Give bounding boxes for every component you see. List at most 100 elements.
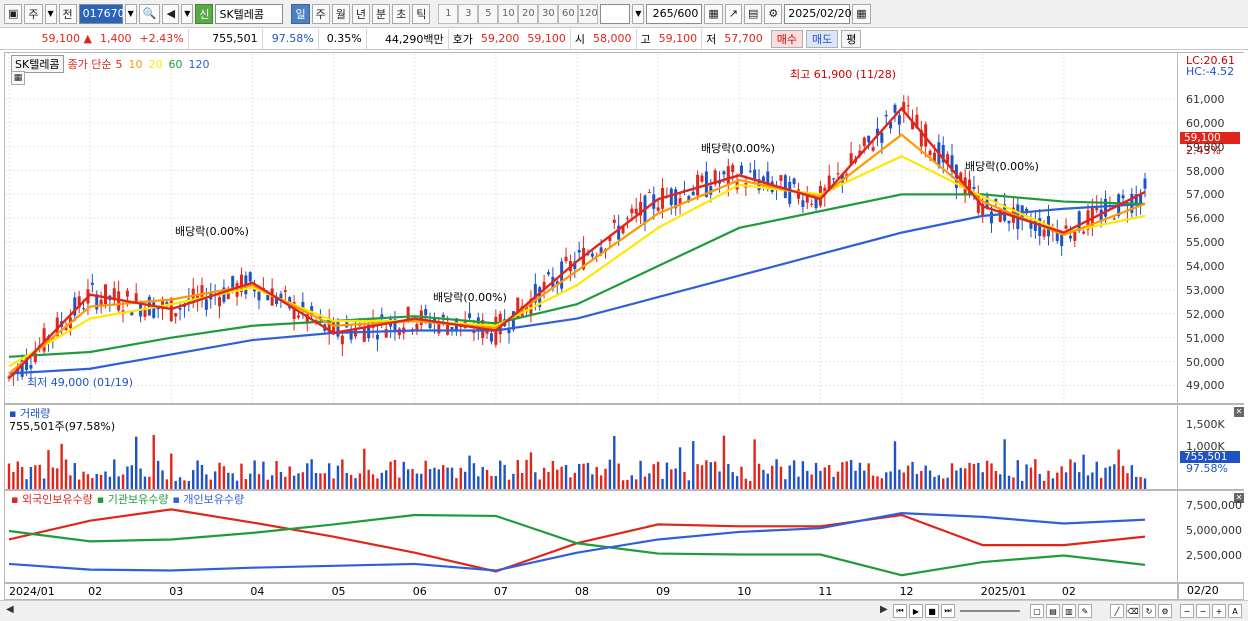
holdings-legend-0[interactable]: ▪ 외국인보유수량 [11,493,93,506]
window-menu-icon[interactable]: ▣ [4,3,23,24]
pencil-icon[interactable]: ✎ [1078,604,1092,618]
speaker-dropdown-icon[interactable]: ▼ [181,3,194,24]
holdings-pane[interactable]: ▪ 외국인보유수량 ▪ 기관보유수량 ▪ 개인보유수량 [4,490,1178,583]
volume-bar [525,459,528,489]
code-dropdown-icon[interactable]: ▼ [124,3,137,24]
volume-bar [828,465,831,489]
type-dropdown-icon[interactable]: ▼ [44,3,57,24]
refresh-icon[interactable]: ↻ [1142,604,1156,618]
zoom-in-icon[interactable]: + [1212,604,1226,618]
volume-bar [7,463,11,489]
holdings-legend-1[interactable]: ▪ 기관보유수량 [96,493,169,506]
volume-bar [257,474,261,489]
candle-body [375,334,379,340]
candle-body [573,261,577,270]
calendar-icon[interactable]: ▦ [852,3,871,24]
period-tab-5[interactable]: 초 [392,3,411,24]
period-tab-3[interactable]: 년 [351,3,370,24]
ma-legend-20[interactable]: 20 [148,57,163,71]
volume-bar [713,461,717,489]
interval-tab-20[interactable]: 20 [518,3,539,24]
interval-dropdown-icon[interactable]: ▼ [632,3,645,24]
speaker-icon[interactable]: ◀ [162,3,180,24]
volume-bar [1099,477,1103,489]
volume-bar [753,439,756,489]
candle-body [577,249,581,253]
last-page-icon[interactable]: ⏭ [941,604,955,618]
search-icon[interactable]: 🔍 [138,3,161,24]
dividend-annotation-1: 배당락(0.00%) [175,225,249,238]
zoom-slider[interactable] [960,610,1020,612]
period-tab-0[interactable]: 일 [291,3,310,24]
candle-body [314,320,318,322]
interval-tab-10[interactable]: 10 [498,3,519,24]
stock-code-input[interactable]: 017670 [78,3,125,24]
ma-legend-5[interactable]: 5 [115,57,123,71]
volume-bar [1069,459,1072,489]
volume-bar [468,455,471,489]
volume-bar [218,462,221,489]
custom-interval-input[interactable] [600,3,631,24]
average-button[interactable]: 평 [841,29,862,48]
bar-count-input[interactable]: 265/600 [646,3,703,24]
drawing-tool-icon[interactable]: ↗ [724,3,742,24]
volume-bar [950,463,954,489]
interval-tab-120[interactable]: 120 [578,3,599,24]
delete-drawing-icon[interactable]: ⌫ [1126,604,1140,618]
scroll-left-icon[interactable]: ◀ [6,604,14,615]
first-page-icon[interactable]: ⏮ [893,604,907,618]
calculator-icon[interactable]: ▦ [11,71,25,85]
close-volume-pane-icon[interactable]: ✕ [1234,407,1244,417]
settings-small-icon[interactable]: ⚙ [1158,604,1172,618]
zoom-out-icon[interactable]: − [1180,604,1194,618]
volume-bar [29,466,33,489]
type-button[interactable]: 주 [24,3,43,24]
date-input[interactable]: 2025/02/20 [784,3,852,24]
volume-bar [582,463,585,489]
prev-button[interactable]: 전 [58,3,77,24]
interval-tab-3[interactable]: 3 [458,3,479,24]
holdings-line-institution [8,513,1146,577]
volume-bar [1012,477,1015,489]
stock-name-field[interactable]: SK텔레콤 [215,3,284,24]
close-holdings-pane-icon[interactable]: ✕ [1234,493,1244,503]
interval-tab-60[interactable]: 60 [558,3,579,24]
holdings-legend-2[interactable]: ▪ 개인보유수량 [172,493,245,506]
candle-body [64,327,68,330]
period-tab-2[interactable]: 월 [331,3,350,24]
interval-tab-5[interactable]: 5 [478,3,499,24]
tool-icon[interactable]: ▥ [1062,604,1076,618]
chart-scrollbar[interactable]: ◀ ▶ ⏮ ▶ ■ ⏭ ▢ ▤ ▥ ✎ ╱ ⌫ ↻ ⚙ − − + A [0,600,1248,621]
buy-button[interactable]: 매수 [770,29,804,48]
period-tab-6[interactable]: 틱 [412,3,431,24]
save-icon[interactable]: ▤ [743,3,763,24]
draw-line-icon[interactable]: ╱ [1110,604,1124,618]
price-pane[interactable]: SK텔레콤 종가 단순 5 10 20 60 120 ▦ 최고 61,900 (11/2… [4,52,1178,404]
candle-body [222,287,226,302]
interval-tab-1[interactable]: 1 [438,3,459,24]
sell-button[interactable]: 매도 [806,29,839,48]
split-icon[interactable]: ▤ [1046,604,1060,618]
stop-icon[interactable]: ■ [925,604,939,618]
period-tab-4[interactable]: 분 [371,3,391,24]
scroll-right-icon[interactable]: ▶ [880,604,888,615]
candle-body [384,329,388,338]
volume-bar [617,463,620,489]
layout-icon[interactable]: ▢ [1030,604,1044,618]
zoom-reset-icon[interactable]: − [1196,604,1210,618]
candle-body [713,170,717,185]
volume-value: 755,501 [187,28,262,49]
play-icon[interactable]: ▶ [909,604,923,618]
period-tab-1[interactable]: 주 [311,3,330,24]
fit-icon[interactable]: A [1228,604,1242,618]
chart-type-icon[interactable]: ▦ [704,3,723,24]
ma-legend-10[interactable]: 10 [128,57,143,71]
candle-body [630,208,634,214]
gear-icon[interactable]: ⚙ [764,3,783,24]
volume-bar [1073,462,1077,489]
ma-legend-60[interactable]: 60 [168,57,183,71]
volume-pane[interactable]: ▪ 거래량 755,501주(97.58%) [4,404,1178,490]
ma-legend-120[interactable]: 120 [188,57,210,71]
volume-bar [700,465,704,489]
interval-tab-30[interactable]: 30 [538,3,559,24]
